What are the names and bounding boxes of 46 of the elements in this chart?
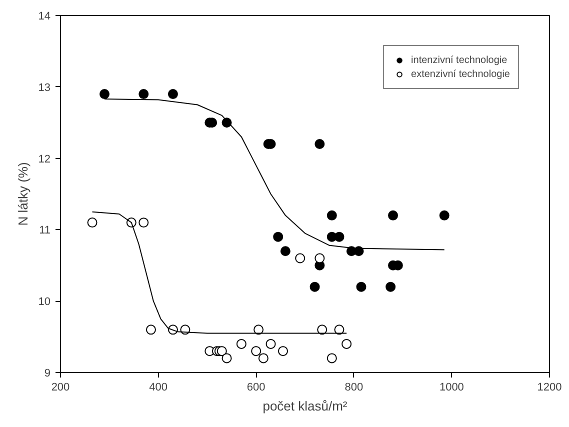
point	[314, 139, 325, 150]
point	[236, 338, 246, 349]
point	[295, 253, 306, 264]
x-tick-label: 1000	[439, 382, 464, 394]
point	[258, 353, 268, 364]
point	[278, 346, 288, 356]
point	[280, 246, 290, 256]
y-tick-label: 11	[39, 224, 51, 237]
x-tick-label: 400	[149, 382, 168, 394]
point	[326, 210, 337, 220]
point	[310, 282, 320, 292]
point	[386, 282, 396, 292]
point	[146, 324, 156, 335]
x-tick-label: 800	[344, 382, 364, 394]
point	[439, 210, 450, 220]
point	[342, 338, 352, 349]
x-tick-label: 200	[51, 382, 70, 394]
point	[222, 353, 232, 364]
point	[138, 218, 149, 228]
point	[87, 218, 98, 228]
point	[251, 346, 262, 356]
point	[326, 353, 337, 364]
point	[100, 89, 110, 100]
y-tick-label: 13	[38, 82, 51, 94]
point	[273, 232, 284, 242]
y-tick-label: 14	[38, 10, 51, 22]
point	[356, 282, 366, 292]
legend-label: extenzivní technologie	[411, 68, 510, 80]
point	[254, 324, 264, 335]
point	[266, 338, 276, 349]
point	[314, 253, 325, 264]
y-tick-label: 12	[38, 153, 51, 166]
line-series	[92, 211, 348, 334]
point	[138, 89, 149, 100]
legend-label: intenzivní technologie	[411, 54, 508, 66]
x-axis-title: počet klasů/m²	[262, 398, 348, 414]
y-tick-label: 9	[44, 368, 51, 380]
point	[216, 346, 227, 356]
x-tick-label: 600	[246, 382, 266, 394]
point	[388, 210, 398, 220]
point	[168, 89, 178, 100]
y-tick-label: 10	[38, 296, 51, 308]
point	[317, 324, 328, 335]
y-axis-title: N látky (%)	[15, 162, 30, 226]
x-tick-label: 1200	[537, 382, 562, 394]
point	[334, 232, 344, 242]
